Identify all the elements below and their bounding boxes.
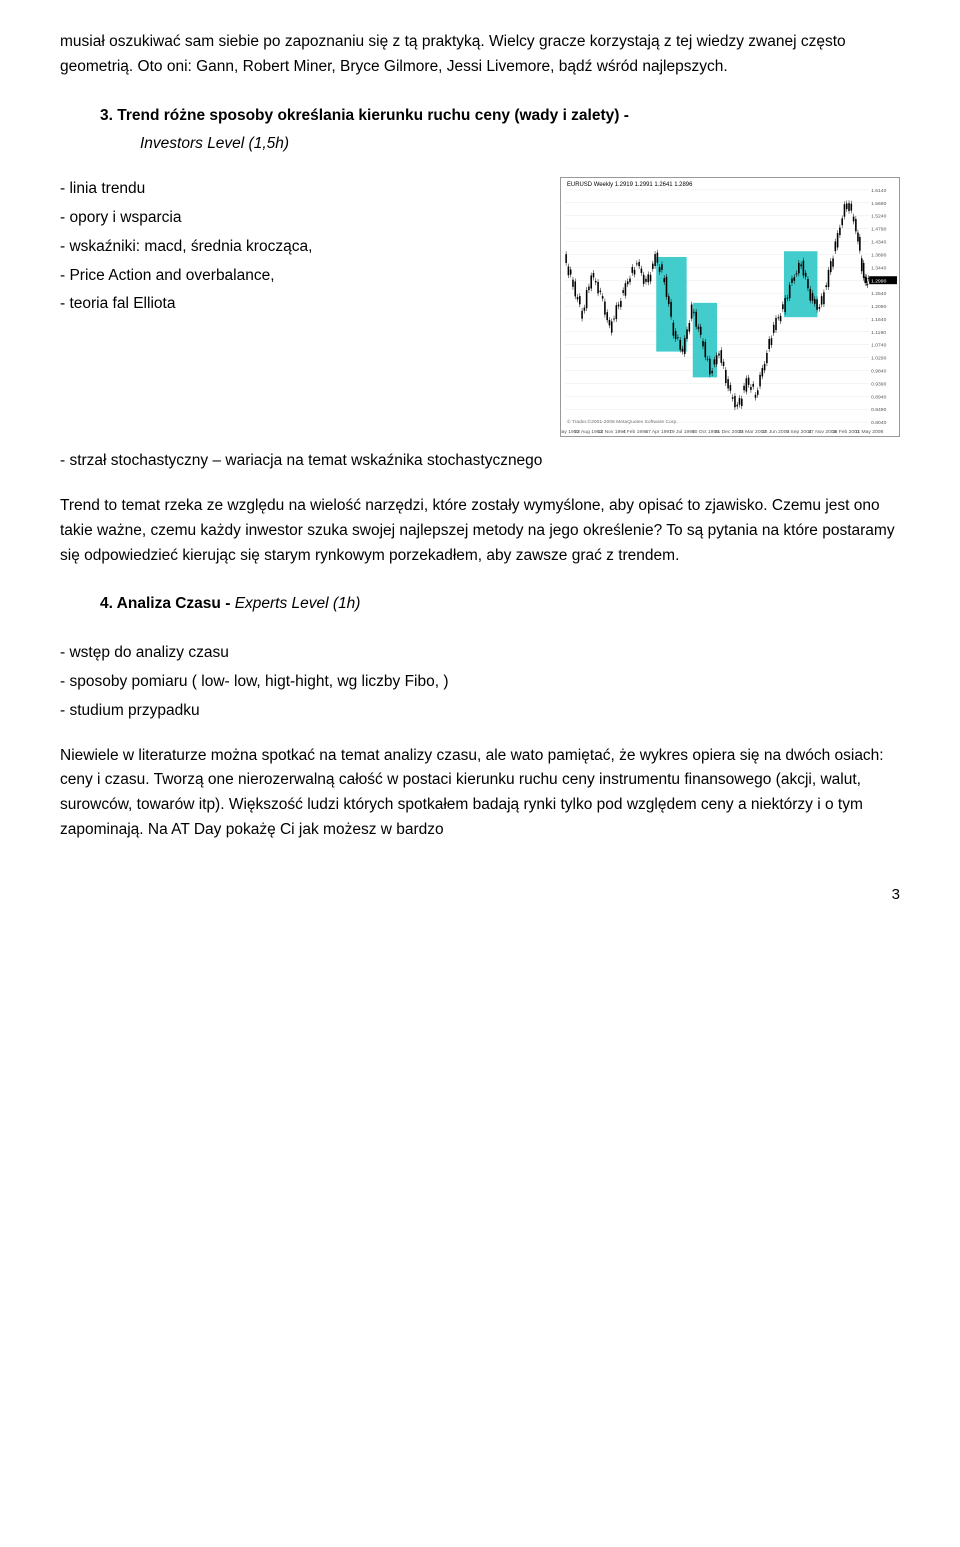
svg-text:0.9390: 0.9390 [871, 382, 886, 388]
bullet4-item: - studium przypadku [60, 699, 900, 724]
svg-text:1.1190: 1.1190 [871, 330, 886, 336]
svg-text:0.8040: 0.8040 [871, 420, 886, 426]
section-3-heading: 3. Trend różne sposoby określania kierun… [60, 104, 900, 129]
bullets4-list: - wstęp do analizy czasu - sposoby pomia… [60, 641, 900, 723]
section-3-number: 3. [100, 107, 113, 124]
intro-paragraph: musiał oszukiwać sam siebie po zapoznani… [60, 30, 900, 80]
svg-text:0.9840: 0.9840 [871, 369, 886, 375]
svg-text:1.5690: 1.5690 [871, 201, 886, 207]
svg-text:1.4340: 1.4340 [871, 240, 886, 246]
svg-text:1.3890: 1.3890 [871, 253, 886, 259]
price-chart: EURUSD Weekly 1.2919 1.2991 1.2641 1.289… [560, 177, 900, 437]
bullet3-item: - strzał stochastyczny – wariacja na tem… [60, 449, 900, 474]
svg-text:1.0740: 1.0740 [871, 343, 886, 349]
page-number: 3 [60, 883, 900, 907]
trend-paragraph: Trend to temat rzeka ze względu na wielo… [60, 494, 900, 568]
section-3-bullets-left: - linia trendu - opory i wsparcia - wska… [60, 177, 544, 437]
bullets3-list: - linia trendu - opory i wsparcia - wska… [60, 177, 544, 317]
section-4-title-italic: Experts Level (1h) [235, 595, 361, 612]
bullet3-item: - wskaźniki: macd, średnia krocząca, [60, 235, 544, 260]
svg-text:1.0290: 1.0290 [871, 356, 886, 362]
bullet4-item: - wstęp do analizy czasu [60, 641, 900, 666]
svg-text:11 May 2008: 11 May 2008 [855, 429, 884, 435]
svg-text:1.2090: 1.2090 [871, 304, 886, 310]
bullet3-item: - teoria fal Elliota [60, 292, 544, 317]
chart-svg: EURUSD Weekly 1.2919 1.2991 1.2641 1.289… [561, 178, 899, 436]
bullet3-item: - opory i wsparcia [60, 206, 544, 231]
section-4-number: 4. [100, 595, 113, 612]
section-3-body: - linia trendu - opory i wsparcia - wska… [60, 177, 900, 437]
svg-text:© Trader.©2001-2008 MetaQuotes: © Trader.©2001-2008 MetaQuotes Software … [567, 418, 678, 425]
svg-text:1.1640: 1.1640 [871, 317, 886, 323]
svg-text:EURUSD Weekly 1.2919 1.2991 1: EURUSD Weekly 1.2919 1.2991 1.2641 1.289… [567, 182, 693, 188]
svg-text:1.5240: 1.5240 [871, 214, 886, 220]
section-4-title-bold: Analiza Czasu - [117, 595, 231, 612]
svg-text:4 Feb 1996: 4 Feb 1996 [623, 429, 648, 435]
bullet3-item: - Price Action and overbalance, [60, 264, 544, 289]
svg-text:1.2540: 1.2540 [871, 291, 886, 297]
svg-text:1.4790: 1.4790 [871, 227, 886, 233]
svg-text:1.6140: 1.6140 [871, 188, 886, 194]
time-paragraph: Niewiele w literaturze można spotkać na … [60, 744, 900, 843]
svg-text:1.3440: 1.3440 [871, 265, 886, 271]
section-4-heading: 4. Analiza Czasu - Experts Level (1h) [60, 592, 900, 617]
bullets3-list-last: - strzał stochastyczny – wariacja na tem… [60, 449, 900, 474]
bullet4-item: - sposoby pomiaru ( low- low, higt-hight… [60, 670, 900, 695]
svg-text:27 Apr 1997: 27 Apr 1997 [645, 429, 672, 435]
bullet3-item: - linia trendu [60, 177, 544, 202]
svg-text:0.8490: 0.8490 [871, 407, 886, 413]
section-3-title-bold: Trend różne sposoby określania kierunku … [117, 107, 629, 124]
svg-text:1.2990: 1.2990 [871, 279, 886, 285]
section-3-title-italic: Investors Level (1,5h) [60, 132, 900, 157]
svg-text:0.8940: 0.8940 [871, 394, 886, 400]
